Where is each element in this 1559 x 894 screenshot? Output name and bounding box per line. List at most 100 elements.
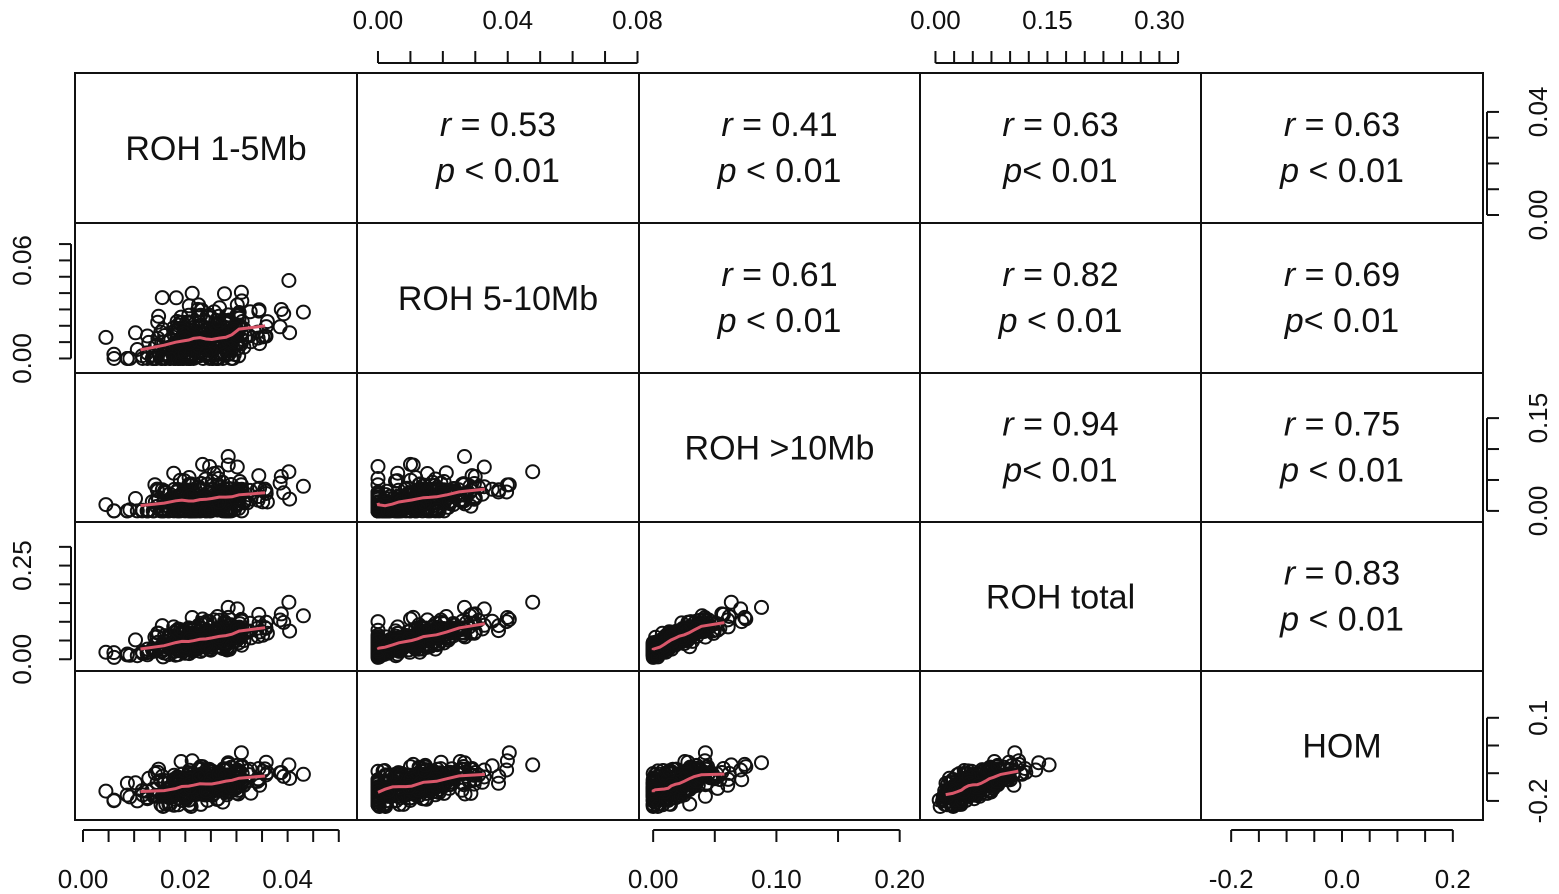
scatter-point xyxy=(282,623,298,639)
tick-label: 0.00 xyxy=(7,333,37,384)
tick-label: 0.08 xyxy=(612,5,663,35)
scatter-point xyxy=(229,459,245,475)
scatter-point xyxy=(191,297,207,313)
tick-label: 0.00 xyxy=(1523,190,1553,241)
scatter-point xyxy=(961,768,977,784)
scatter-point xyxy=(476,769,492,785)
bottom-axis-col-2: 0.00 0.10 0.20 xyxy=(628,829,925,894)
scatter-point xyxy=(249,773,265,789)
scatter-point xyxy=(390,465,406,481)
scatter-point xyxy=(501,745,517,761)
scatter-point xyxy=(464,606,480,622)
scatter-point xyxy=(389,503,405,519)
scatter-point xyxy=(217,346,233,362)
scatter-point xyxy=(154,290,170,306)
scatter-point xyxy=(257,328,273,344)
scatter-point xyxy=(191,617,207,633)
scatter-point xyxy=(183,622,199,638)
scatter-point xyxy=(947,784,963,800)
scatter-point xyxy=(282,491,298,507)
tick-label: 0.00 xyxy=(58,864,109,894)
scatter-point xyxy=(462,478,478,494)
correlation-r: r = 0.61 xyxy=(721,256,837,294)
scatter-point xyxy=(202,310,218,326)
scatter-point xyxy=(236,633,252,649)
scatter-panel-4-2 xyxy=(645,745,769,814)
scatter-point xyxy=(220,599,236,615)
scatter-point xyxy=(198,346,214,361)
diagonal-label: ROH 1-5Mb xyxy=(125,130,306,168)
tick-label: 0.15 xyxy=(1523,393,1553,444)
scatter-point xyxy=(645,783,661,799)
scatter-point xyxy=(645,792,661,808)
scatter-point xyxy=(484,758,500,774)
scatter-point xyxy=(452,487,468,503)
scatter-point xyxy=(429,502,445,518)
scatter-point xyxy=(189,348,204,364)
right-axis-row-0: 0.00 0.04 xyxy=(1486,87,1553,241)
scatter-point xyxy=(229,297,245,313)
scatter-point xyxy=(273,606,289,622)
scatter-point xyxy=(173,309,189,325)
scatter-point xyxy=(370,792,386,808)
loess-trend-line xyxy=(651,621,725,651)
tick-label: 0.00 xyxy=(353,5,404,35)
scatter-point xyxy=(738,611,754,627)
scatter-point xyxy=(157,642,173,657)
scatter-point xyxy=(198,503,214,519)
scatter-point xyxy=(281,464,297,480)
panel-frame-2-4 xyxy=(1200,372,1484,523)
panel-frame-1-4 xyxy=(1200,222,1484,374)
tick-label: 0.20 xyxy=(874,864,925,894)
scatter-point xyxy=(491,623,506,639)
scatter-point xyxy=(182,335,198,351)
tick-label: 0.00 xyxy=(1523,486,1553,537)
scatter-panel-1-0 xyxy=(98,273,311,366)
tick-label: 0.2 xyxy=(1435,864,1471,894)
tick-label: 0.25 xyxy=(7,540,37,591)
scatter-point xyxy=(525,594,541,610)
scatter-point xyxy=(716,606,731,622)
scatter-point xyxy=(251,303,267,319)
right-axis-row-2: 0.00 0.15 xyxy=(1486,393,1553,537)
scatter-point xyxy=(720,619,736,635)
correlation-p: p < 0.01 xyxy=(1279,601,1404,639)
scatter-point xyxy=(98,644,114,660)
scatter-point xyxy=(476,459,492,475)
scatter-point xyxy=(501,477,517,493)
scatter-panel-3-2 xyxy=(645,594,769,665)
panel-frame-0-4 xyxy=(1200,72,1484,224)
correlation-r: r = 0.41 xyxy=(721,106,837,144)
scatter-point xyxy=(417,763,433,779)
scatter-panel-4-3 xyxy=(931,745,1057,814)
panel-frame-0-1 xyxy=(356,72,640,224)
correlation-p: p < 0.01 xyxy=(717,152,842,190)
scatter-point xyxy=(525,464,541,480)
scatter-panel-2-0 xyxy=(98,449,311,519)
right-axis-row-4: -0.2 0.1 xyxy=(1486,700,1553,823)
scatter-point xyxy=(162,633,178,649)
scatter-point xyxy=(168,290,184,306)
scatter-point xyxy=(182,488,198,504)
scatter-point xyxy=(723,594,739,610)
scatter-point xyxy=(139,328,155,344)
scatter-point xyxy=(295,608,311,624)
scatter-point xyxy=(179,638,195,654)
scatter-point xyxy=(151,761,167,777)
scatter-panel-4-0 xyxy=(98,745,311,814)
scatter-point xyxy=(106,351,122,366)
scatter-point xyxy=(1041,757,1057,773)
scatter-point xyxy=(754,755,769,771)
scatter-point xyxy=(499,484,515,500)
scatter-point xyxy=(208,317,224,333)
scatter-point xyxy=(738,759,754,775)
correlation-p: p < 0.01 xyxy=(1279,452,1404,490)
correlation-r: r = 0.75 xyxy=(1284,406,1400,444)
scatter-point xyxy=(184,285,200,301)
scatter-point xyxy=(151,308,167,324)
scatter-point xyxy=(476,479,492,495)
scatter-point xyxy=(378,768,394,784)
scatter-point xyxy=(295,766,311,782)
scatter-point xyxy=(499,614,515,630)
